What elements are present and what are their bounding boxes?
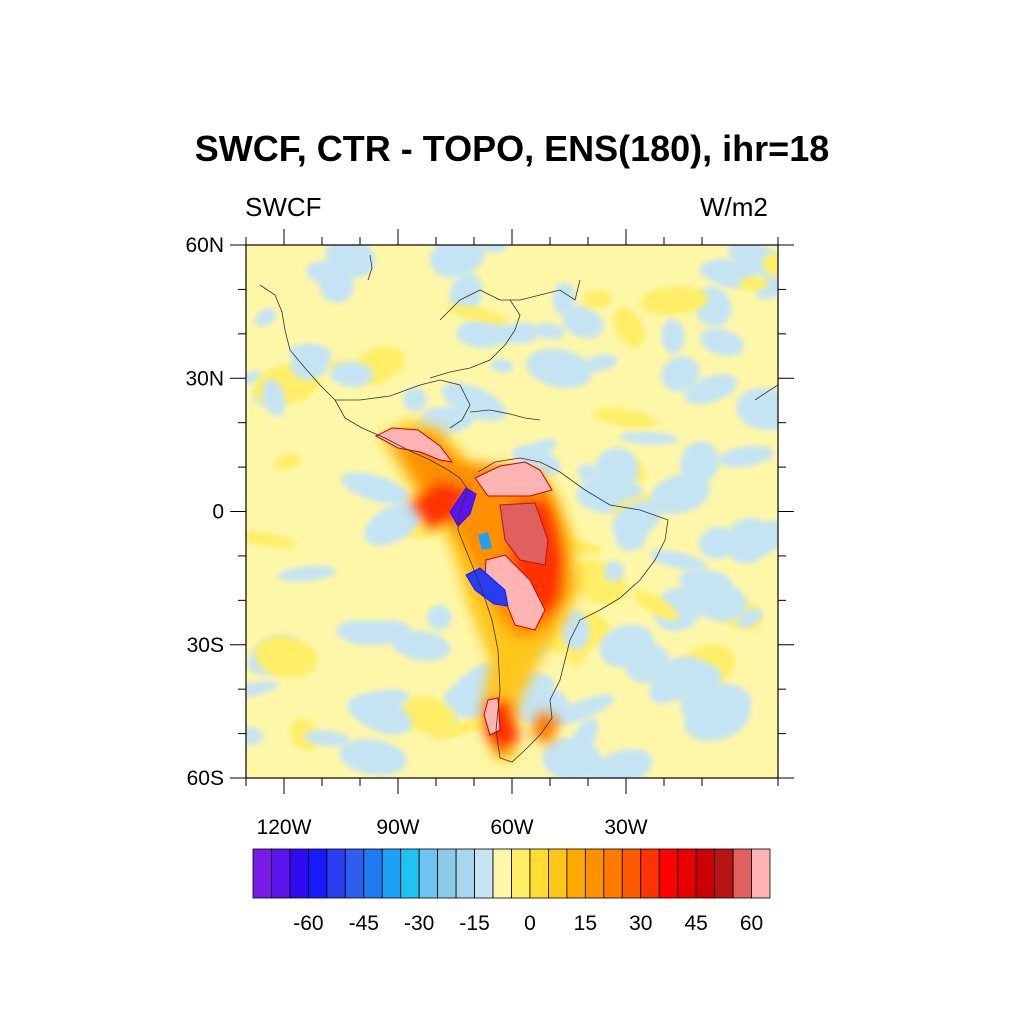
colorbar-swatch <box>751 848 771 899</box>
colorbar <box>252 848 771 899</box>
colorbar-label: 60 <box>740 912 763 935</box>
colorbar-swatch <box>289 848 309 899</box>
lon-tick-label: 90W <box>376 816 419 839</box>
colorbar-swatch <box>548 848 568 899</box>
colorbar-swatch <box>511 848 531 899</box>
colorbar-swatch <box>584 848 605 899</box>
colorbar-label: -30 <box>404 912 434 935</box>
lat-tick-label: 60S <box>187 767 224 790</box>
colorbar-swatch <box>474 848 494 899</box>
colorbar-swatch <box>603 848 623 899</box>
colorbar-label: 45 <box>684 912 707 935</box>
colorbar-label: -15 <box>459 912 489 935</box>
coastlines <box>259 254 778 763</box>
colorbar-swatch <box>566 848 586 899</box>
colorbar-swatch <box>640 848 660 899</box>
colorbar-label: 30 <box>629 912 652 935</box>
colorbar-swatch <box>621 848 642 899</box>
anomaly-negative <box>449 487 509 607</box>
anomaly-strong <box>374 427 553 736</box>
colorbar-label: 0 <box>524 912 536 935</box>
colorbar-swatch <box>732 848 752 899</box>
left-subtitle: SWCF <box>245 192 322 222</box>
colorbar-swatch <box>695 848 716 899</box>
lon-tick-label: 120W <box>257 816 312 839</box>
colorbar-swatch <box>381 848 402 899</box>
lat-tick-label: 30N <box>185 367 224 390</box>
colorbar-swatch <box>326 848 346 899</box>
colorbar-swatch <box>437 848 457 899</box>
colorbar-label: -60 <box>293 912 323 935</box>
colorbar-swatch <box>271 848 291 899</box>
lat-tick-label: 0 <box>212 501 224 524</box>
axis-tick-labels: 60N 30N 0 30S 60S 120W 90W 60W 30W <box>185 234 647 839</box>
colorbar-swatch <box>418 848 439 899</box>
lon-tick-label: 60W <box>490 816 533 839</box>
axis-ticks <box>230 229 794 794</box>
lat-tick-label: 30S <box>187 634 224 657</box>
colorbar-swatch <box>529 848 549 899</box>
colorbar-swatch <box>492 848 512 899</box>
colorbar-swatch <box>455 848 475 899</box>
colorbar-label: 15 <box>574 912 597 935</box>
colorbar-swatch <box>400 848 420 899</box>
colorbar-swatch <box>658 848 679 899</box>
lat-tick-label: 60N <box>185 234 224 257</box>
colorbar-swatch <box>307 848 328 899</box>
colorbar-swatch <box>363 848 383 899</box>
colorbar-labels: -60 -45 -30 -15 0 15 30 45 60 <box>293 912 763 935</box>
colorbar-swatch <box>252 848 272 899</box>
colorbar-swatch <box>344 848 365 899</box>
plot-title: SWCF, CTR - TOPO, ENS(180), ihr=18 <box>194 128 830 169</box>
colorbar-swatch <box>714 848 734 899</box>
lon-tick-label: 30W <box>604 816 647 839</box>
colorbar-label: -45 <box>349 912 379 935</box>
units-label: W/m2 <box>700 192 768 222</box>
map-panel: 60N 30N 0 30S 60S 120W 90W 60W 30W <box>185 229 794 839</box>
colorbar-swatch <box>677 848 697 899</box>
field-layer <box>246 245 778 778</box>
